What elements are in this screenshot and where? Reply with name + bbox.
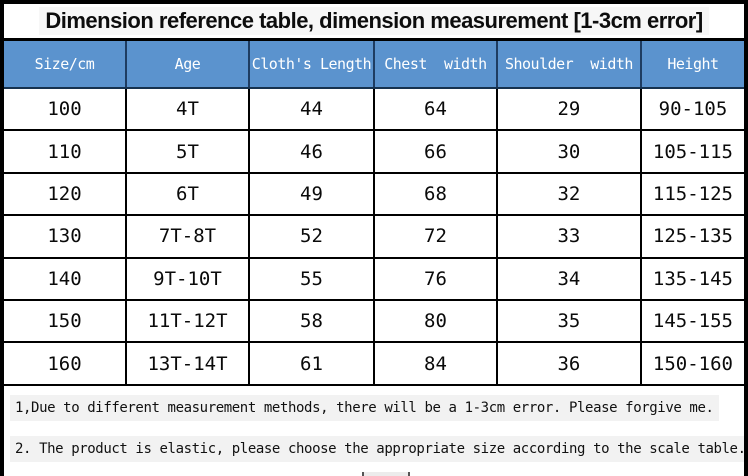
table-row: 100 4T 44 64 29 90-105 xyxy=(4,89,744,132)
note-measurement-error: 1,Due to different measurement methods, … xyxy=(10,394,719,421)
table-cell: 5T xyxy=(124,131,248,172)
table-row: 110 5T 46 66 30 105-115 xyxy=(4,131,744,174)
table-cell: 90-105 xyxy=(639,89,744,130)
table-cell: 7T-8T xyxy=(124,216,248,257)
header-cell-height: Height xyxy=(639,41,744,87)
table-cell: 76 xyxy=(372,258,496,299)
table-cell: 150-160 xyxy=(639,343,744,384)
table-cell: 58 xyxy=(247,300,373,342)
table-cell: 35 xyxy=(495,300,640,342)
table-cell: 44 xyxy=(247,89,373,130)
table-cell: 110 xyxy=(47,140,82,163)
page-title: Dimension reference table, dimension mea… xyxy=(39,7,709,35)
table-row: 140 9T-10T 55 76 34 135-145 xyxy=(4,258,744,301)
table-cell: 36 xyxy=(495,343,640,384)
table-cell: 13T-14T xyxy=(124,343,248,384)
header-cell-age: Age xyxy=(124,41,248,87)
table-cell: 61 xyxy=(247,343,373,384)
header-cell-cloth-length: Cloth's Length xyxy=(247,41,373,87)
table-row: 150 11T-12T 58 80 35 145-155 xyxy=(4,300,744,344)
table-cell: 120 xyxy=(47,182,82,205)
table-header-row: Size/cm Age Cloth's Length Chest width S… xyxy=(4,41,744,89)
table-cell: 55 xyxy=(247,258,373,299)
table-cell: 29 xyxy=(495,89,640,130)
table-cell: 135-145 xyxy=(639,258,744,299)
header-cell-shoulder-width: Shoulder width xyxy=(495,41,640,87)
table-cell: 6T xyxy=(124,173,248,215)
table-cell: 49 xyxy=(247,173,373,215)
table-row: 130 7T-8T 52 72 33 125-135 xyxy=(4,216,744,259)
table-cell: 68 xyxy=(372,173,496,215)
note-line: 1,Due to different measurement methods, … xyxy=(10,394,740,421)
table-cell: 52 xyxy=(247,216,373,257)
header-cell-size: Size/cm xyxy=(34,55,95,73)
table-cell: 130 xyxy=(47,225,82,248)
table-cell: 125-135 xyxy=(639,216,744,257)
table-row: 120 6T 49 68 32 115-125 xyxy=(4,173,744,217)
cutoff-next-table-hint xyxy=(362,472,410,476)
table-cell: 84 xyxy=(372,343,496,384)
table-cell: 100 xyxy=(47,98,82,121)
table-cell: 115-125 xyxy=(639,173,744,215)
table-cell: 32 xyxy=(495,173,640,215)
table-cell: 80 xyxy=(372,300,496,342)
table-cell: 72 xyxy=(372,216,496,257)
table-cell: 160 xyxy=(47,352,82,375)
table-cell: 9T-10T xyxy=(124,258,248,299)
table-cell: 30 xyxy=(495,131,640,172)
note-line: 2. The product is elastic, please choose… xyxy=(10,435,744,462)
table-cell: 140 xyxy=(47,267,82,290)
note-elastic-product: 2. The product is elastic, please choose… xyxy=(10,435,744,462)
table-cell: 66 xyxy=(372,131,496,172)
footer-notes: 1,Due to different measurement methods, … xyxy=(4,386,744,462)
table-cell: 4T xyxy=(124,89,248,130)
table-cell: 11T-12T xyxy=(124,300,248,342)
table-cell: 33 xyxy=(495,216,640,257)
title-bar: Dimension reference table, dimension mea… xyxy=(4,4,744,41)
table-cell: 64 xyxy=(372,89,496,130)
table-cell: 150 xyxy=(47,310,82,333)
header-cell-chest-width: Chest width xyxy=(372,41,496,87)
table-cell: 46 xyxy=(247,131,373,172)
table-row: 160 13T-14T 61 84 36 150-160 xyxy=(4,343,744,386)
table-cell: 105-115 xyxy=(639,131,744,172)
table-cell: 34 xyxy=(495,258,640,299)
table-cell: 145-155 xyxy=(639,300,744,342)
